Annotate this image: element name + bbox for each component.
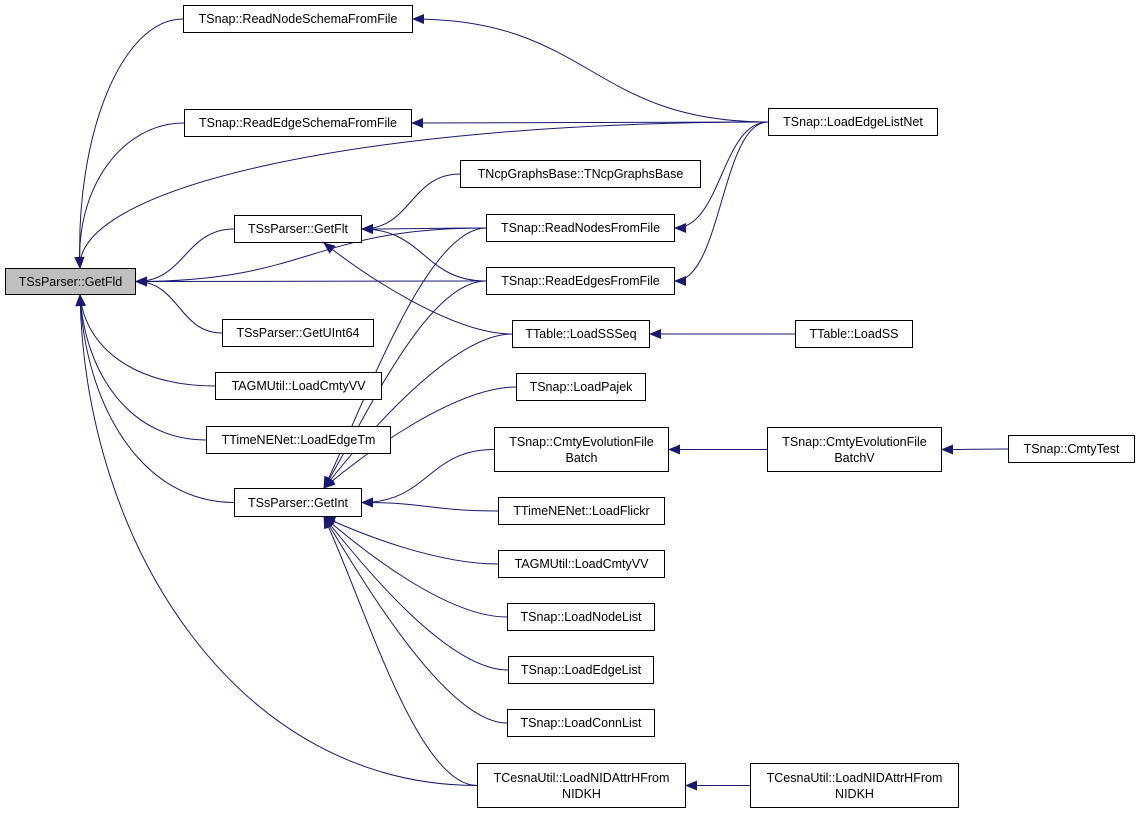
- node-loadflickr[interactable]: TTimeNENet::LoadFlickr: [498, 497, 665, 525]
- node-cmtybatch[interactable]: TSnap::CmtyEvolutionFile Batch: [494, 427, 669, 472]
- edge-loadssseq-to-getint: [323, 333, 513, 489]
- node-readnodeschema[interactable]: TSnap::ReadNodeSchemaFromFile: [183, 5, 413, 33]
- node-getfld[interactable]: TSsParser::GetFld: [5, 268, 136, 295]
- node-loadedgetm[interactable]: TTimeNENet::LoadEdgeTm: [206, 426, 391, 454]
- edge-agmloadcmty2-to-getint: [323, 516, 499, 565]
- edge-loadconnlist-to-getint: [323, 516, 508, 724]
- edge-loadedgelistnet-to-readedgeschema: [411, 117, 769, 128]
- node-readedges[interactable]: TSnap::ReadEdgesFromFile: [486, 267, 675, 295]
- node-loadconnlist[interactable]: TSnap::LoadConnList: [507, 709, 655, 737]
- edge-cesna1-to-getint: [323, 516, 478, 786]
- node-loadnodelist[interactable]: TSnap::LoadNodeList: [507, 603, 655, 631]
- edge-loadedgelist-to-getint: [323, 516, 509, 671]
- node-readedgeschema[interactable]: TSnap::ReadEdgeSchemaFromFile: [184, 109, 412, 137]
- node-loadpajek[interactable]: TSnap::LoadPajek: [516, 373, 646, 401]
- node-agmloadcmty1[interactable]: TAGMUtil::LoadCmtyVV: [215, 372, 382, 400]
- edge-loadflickr-to-getint: [361, 497, 499, 512]
- node-cesna1[interactable]: TCesnaUtil::LoadNIDAttrHFrom NIDKH: [477, 763, 686, 808]
- node-cmtytest[interactable]: TSnap::CmtyTest: [1008, 435, 1135, 463]
- edge-loadedgelistnet-to-getfld: [74, 121, 769, 269]
- edge-loadnodelist-to-getint: [323, 516, 508, 618]
- node-getint[interactable]: TSsParser::GetInt: [234, 488, 362, 517]
- edge-readedges-to-getfld: [135, 276, 487, 287]
- node-agmloadcmty2[interactable]: TAGMUtil::LoadCmtyVV: [498, 550, 665, 578]
- edge-readnodeschema-to-getfld: [74, 18, 184, 269]
- edge-readedges-to-getint: [323, 280, 487, 489]
- edge-getint-to-getfld: [75, 294, 235, 503]
- edge-getflt-to-getfld: [135, 228, 235, 287]
- node-loadedgelist[interactable]: TSnap::LoadEdgeList: [508, 656, 654, 684]
- node-loadssseq[interactable]: TTable::LoadSSSeq: [512, 320, 650, 348]
- edge-readnodes-to-getflt: [361, 223, 487, 234]
- edge-loadedgelistnet-to-readnodeschema: [412, 14, 769, 123]
- edge-cmtybatch-to-getint: [361, 449, 495, 508]
- edge-loadpajek-to-getint: [323, 386, 517, 489]
- node-readnodes[interactable]: TSnap::ReadNodesFromFile: [486, 214, 675, 242]
- node-getflt[interactable]: TSsParser::GetFlt: [234, 215, 362, 243]
- node-cmtybatchv[interactable]: TSnap::CmtyEvolutionFile BatchV: [767, 427, 942, 472]
- edge-readedges-to-getflt: [361, 224, 487, 282]
- edge-getuint64-to-getfld: [135, 276, 223, 334]
- node-getuint64[interactable]: TSsParser::GetUInt64: [222, 319, 374, 347]
- node-cesna2[interactable]: TCesnaUtil::LoadNIDAttrHFrom NIDKH: [750, 763, 959, 808]
- edge-cesna1-to-getfld: [75, 294, 478, 786]
- edge-readedgeschema-to-getfld: [74, 122, 185, 269]
- edge-ncpgraphs-to-getflt: [361, 173, 461, 234]
- node-ncpgraphs[interactable]: TNcpGraphsBase::TNcpGraphsBase: [460, 160, 701, 188]
- edge-loadedgelistnet-to-readnodes: [674, 121, 769, 233]
- edge-loadedgelistnet-to-readedges: [674, 121, 769, 286]
- edge-loadedgetm-to-getfld: [75, 294, 207, 441]
- edge-agmloadcmty1-to-getfld: [76, 294, 216, 387]
- edge-readnodes-to-getfld: [135, 227, 487, 287]
- edge-cmtytest-to-cmtybatchv: [941, 444, 1009, 455]
- node-loadedgelistnet[interactable]: TSnap::LoadEdgeListNet: [768, 108, 938, 136]
- node-loadss[interactable]: TTable::LoadSS: [795, 320, 913, 348]
- edge-loadssseq-to-getflt: [323, 242, 513, 335]
